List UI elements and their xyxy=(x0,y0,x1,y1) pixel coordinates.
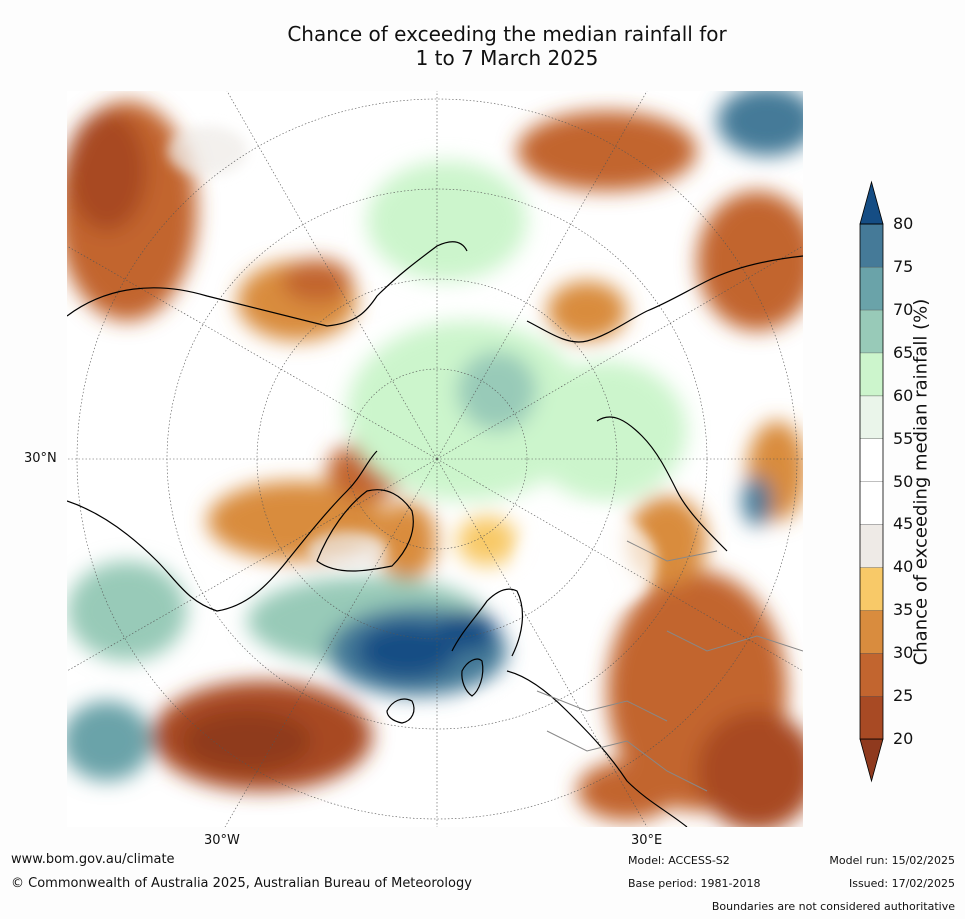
colorbar-segment xyxy=(860,309,883,353)
colorbar-segment xyxy=(860,524,883,568)
colorbar-tick-label: 65 xyxy=(893,342,914,362)
colorbar-segment xyxy=(860,653,883,697)
colorbar-tick-label: 40 xyxy=(893,557,914,577)
colorbar-segment xyxy=(860,224,883,267)
colorbar-segment xyxy=(860,438,883,482)
colorbar-segment xyxy=(860,610,883,654)
dry-region-scandinavia xyxy=(457,516,517,566)
title-line-1: Chance of exceeding the median rainfall … xyxy=(287,22,727,46)
colorbar-tick-label: 80 xyxy=(893,214,914,233)
map-canvas xyxy=(67,91,803,827)
wet-region-sw xyxy=(67,701,152,781)
footer-website: www.bom.gov.au/climate xyxy=(11,852,175,867)
coastline-siberia xyxy=(526,255,803,343)
wet-region-north-atlantic-core xyxy=(357,623,457,679)
graticule xyxy=(67,91,803,827)
colorbar-segment xyxy=(860,567,883,611)
footer-base-period: Base period: 1981-2018 xyxy=(628,877,761,890)
country-borders xyxy=(536,540,803,792)
dry-region-siberia xyxy=(547,281,627,341)
colorbar-extend-low xyxy=(859,738,884,783)
graticule-meridian-5 xyxy=(224,458,438,827)
colorbar-tick-label: 30 xyxy=(893,643,914,663)
dry-region-greenland xyxy=(377,501,437,581)
wet-region-russia xyxy=(527,361,687,501)
coastline-scandinavia xyxy=(451,588,523,657)
neutral-patch-2 xyxy=(307,531,387,571)
coastline-russia xyxy=(596,416,728,552)
dry-region-pacific xyxy=(517,111,697,191)
coastline-alaska-canada xyxy=(67,241,468,327)
colorbar-tick-label: 50 xyxy=(893,471,914,491)
wet-region-east xyxy=(742,476,772,526)
colorbar-segment xyxy=(860,395,883,439)
wet-region-pacific-north xyxy=(367,161,527,281)
lat-label-30n: 30°N xyxy=(24,451,57,466)
dry-region-canada-core xyxy=(282,259,352,303)
footer-model: Model: ACCESS-S2 xyxy=(628,854,730,867)
graticule-meridian-11 xyxy=(67,458,438,672)
colorbar-tick-label: 35 xyxy=(893,600,914,620)
wet-region-norway xyxy=(437,611,497,651)
colorbar-segment xyxy=(860,696,883,739)
neutral-patch-russia xyxy=(517,511,657,611)
dry-region-atlantic-core xyxy=(182,711,312,771)
graticule-lat-30 xyxy=(76,98,798,820)
coastline-north-america xyxy=(67,450,378,612)
dry-region-nw-core xyxy=(67,111,147,231)
colorbar-tick-label: 60 xyxy=(893,385,914,405)
colorbar-tick-label: 70 xyxy=(893,299,914,319)
graticule-meridian-12 xyxy=(436,245,803,460)
graticule-meridian-9 xyxy=(226,91,438,460)
graticule-meridian-10 xyxy=(436,91,648,460)
chart-title: Chance of exceeding the median rainfall … xyxy=(0,22,965,70)
coastline-greenland xyxy=(316,489,414,572)
colorbar-extend-high xyxy=(859,180,884,225)
dry-region-ne xyxy=(697,191,803,331)
colorbar-tick-label: 55 xyxy=(893,428,914,448)
dry-region-middle-east xyxy=(577,761,677,821)
graticule-meridian-6 xyxy=(436,458,648,827)
colorbar-frame xyxy=(859,223,884,740)
wet-region-atlantic-west xyxy=(67,561,187,661)
colorbar-segment xyxy=(860,352,883,396)
coastline-british-isles xyxy=(461,658,484,697)
border-line-3 xyxy=(666,630,803,652)
neutral-patch-1 xyxy=(167,126,247,176)
wet-region-ne-corner xyxy=(717,91,803,156)
colorbar-label: Chance of exceeding median rainfall (%) xyxy=(910,298,932,666)
colorbar-tick-label: 20 xyxy=(893,729,914,748)
footer-disclaimer: Boundaries are not considered authoritat… xyxy=(711,900,955,913)
border-line-1 xyxy=(536,690,668,722)
lon-label-30e: 30°E xyxy=(631,833,663,848)
colorbar-tick-label: 25 xyxy=(893,686,914,706)
rainfall-map[interactable] xyxy=(67,91,803,827)
graticule-meridian-7 xyxy=(67,245,438,460)
lon-label-30w: 30°W xyxy=(204,833,240,848)
footer-issued: Issued: 17/02/2025 xyxy=(848,877,955,890)
graticule-meridian-8 xyxy=(436,458,803,672)
neutral-patches xyxy=(167,126,657,771)
footer-copyright: © Commonwealth of Australia 2025, Austra… xyxy=(11,876,472,891)
coastlines xyxy=(67,241,803,827)
colorbar-segment xyxy=(860,266,883,310)
colorbar xyxy=(859,180,884,783)
coastline-europe xyxy=(506,670,688,827)
dry-region-asia-core xyxy=(697,711,803,827)
graticule-lat-75 xyxy=(346,368,528,550)
colorbar-tick-label: 45 xyxy=(893,514,914,534)
border-line-4 xyxy=(626,540,718,562)
footer-model-run: Model run: 15/02/2025 xyxy=(829,854,955,867)
colorbar-segment xyxy=(860,481,883,525)
wet-region-arctic-core xyxy=(457,351,537,431)
border-line-2 xyxy=(546,730,708,792)
neutral-patch-europe xyxy=(457,691,577,771)
coastline-iceland xyxy=(386,698,415,724)
colorbar-tick-label: 75 xyxy=(893,256,914,276)
title-line-2: 1 to 7 March 2025 xyxy=(415,46,599,70)
